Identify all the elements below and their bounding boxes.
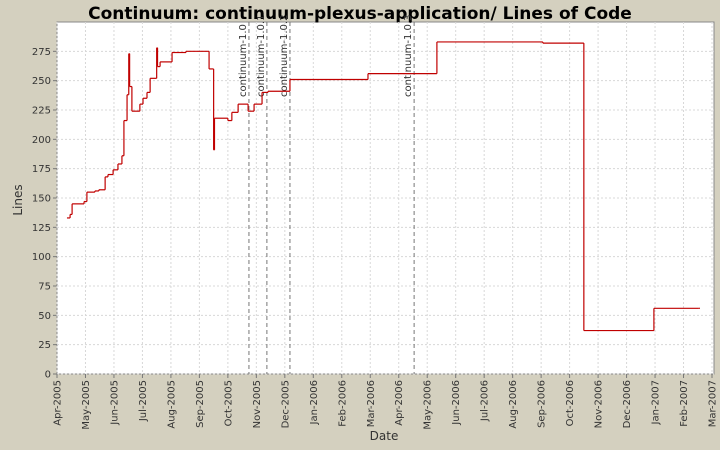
x-tick-label: Oct-2005 — [223, 380, 234, 426]
x-tick-label: Apr-2005 — [53, 380, 64, 426]
y-tick-label: 50 — [38, 311, 51, 322]
x-tick-label: Jan-2006 — [309, 380, 320, 425]
x-tick-label: Sep-2006 — [537, 380, 548, 428]
y-tick-label: 250 — [32, 76, 51, 87]
y-tick-label: 25 — [38, 340, 51, 351]
annotation-label: continuum-1.0 — [238, 24, 249, 97]
x-tick-label: Feb-2007 — [679, 380, 690, 427]
x-tick-label: Apr-2006 — [394, 380, 405, 426]
x-axis-label: Date — [370, 429, 399, 443]
x-tick-label: Dec-2006 — [622, 380, 633, 428]
y-tick-label: 200 — [32, 135, 51, 146]
y-tick-label: 150 — [32, 194, 51, 205]
x-tick-label: Feb-2006 — [337, 380, 348, 427]
y-tick-label: 275 — [32, 47, 51, 58]
y-tick-label: 175 — [32, 164, 51, 175]
x-tick-label: Aug-2005 — [166, 380, 177, 429]
x-tick-label: Mar-2006 — [366, 380, 377, 427]
x-tick-label: Jun-2005 — [109, 380, 120, 426]
y-tick-label: 125 — [32, 223, 51, 234]
x-tick-label: Jun-2006 — [451, 380, 462, 426]
x-tick-label: Jul-2006 — [480, 380, 491, 422]
x-tick-label: Nov-2006 — [594, 380, 605, 428]
annotation-label: continuum-1.0.1 — [256, 15, 267, 97]
annotation-label: continuum-1.0.2 — [279, 15, 290, 97]
y-axis-label: Lines — [11, 184, 25, 215]
chart-title: Continuum: continuum-plexus-application/… — [88, 4, 632, 24]
y-tick-label: 100 — [32, 252, 51, 263]
y-tick-label: 0 — [45, 370, 51, 381]
x-tick-label: May-2005 — [81, 380, 92, 430]
x-tick-label: Jul-2005 — [138, 380, 149, 422]
y-tick-label: 225 — [32, 106, 51, 117]
x-tick-label: Aug-2006 — [508, 380, 519, 429]
x-tick-label: Oct-2006 — [565, 380, 576, 426]
x-tick-label: Mar-2007 — [708, 380, 719, 427]
x-tick-label: Sep-2005 — [195, 380, 206, 428]
x-tick-label: May-2006 — [423, 380, 434, 430]
y-tick-label: 75 — [38, 282, 51, 293]
x-tick-label: Dec-2005 — [280, 380, 291, 428]
x-tick-label: Nov-2005 — [252, 380, 263, 428]
x-tick-label: Jan-2007 — [651, 380, 662, 425]
annotation-label: continuum-1.0.3 — [403, 15, 414, 97]
